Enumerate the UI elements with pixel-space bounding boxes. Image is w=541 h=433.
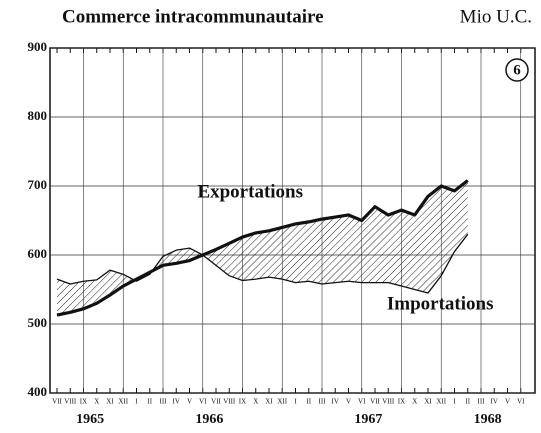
x-tick-label: V <box>187 398 192 406</box>
x-tick-label: V <box>346 398 351 406</box>
x-tick-label: VI <box>199 398 207 406</box>
x-tick-label: III <box>319 398 327 406</box>
x-tick-label: XI <box>424 398 432 406</box>
x-tick-label: VIII <box>382 398 395 406</box>
x-tick-label: IV <box>173 398 180 406</box>
badge-circle <box>505 58 529 82</box>
badge: 6 <box>513 62 521 78</box>
x-tick-label: X <box>94 398 99 406</box>
x-tick-label: I <box>453 398 456 406</box>
year-label: 1968 <box>474 412 502 427</box>
x-tick-label: IV <box>491 398 498 406</box>
x-tick-label: III <box>478 398 486 406</box>
series-label: Importations <box>387 294 494 315</box>
x-tick-label: I <box>294 398 297 406</box>
x-tick-label: II <box>465 398 470 406</box>
year-label: 1965 <box>76 412 104 427</box>
chart-title: Commerce intracommunautaire <box>62 6 324 27</box>
y-tick-label: 500 <box>28 315 48 330</box>
year-label: 1966 <box>195 412 223 427</box>
x-tick-label: X <box>412 398 417 406</box>
series-line <box>56 179 469 317</box>
x-tick-label: XII <box>436 398 446 406</box>
hatch-area <box>57 180 468 316</box>
x-tick-label: II <box>147 398 152 406</box>
year-label: 1967 <box>354 412 382 427</box>
x-tick-label: IV <box>332 398 339 406</box>
series-label: Exportations <box>197 181 303 202</box>
x-tick-label: IX <box>398 398 405 406</box>
x-tick-label: VIII <box>64 398 77 406</box>
y-tick-label: 900 <box>28 39 48 54</box>
unit-label: Mio U.C. <box>460 6 532 27</box>
x-tick-label: VI <box>517 398 525 406</box>
x-tick-label: II <box>306 398 311 406</box>
x-tick-label: VII <box>52 398 62 406</box>
x-tick-label: IX <box>239 398 246 406</box>
y-tick-label: 800 <box>28 108 48 123</box>
x-tick-label: IX <box>80 398 87 406</box>
x-tick-label: I <box>135 398 138 406</box>
x-tick-label: VI <box>358 398 366 406</box>
y-tick-label: 600 <box>28 246 48 261</box>
x-tick-label: VII <box>370 398 380 406</box>
x-tick-label: X <box>253 398 258 406</box>
x-tick-label: XI <box>265 398 273 406</box>
y-tick-label: 700 <box>28 177 48 192</box>
x-tick-label: VII <box>211 398 221 406</box>
series-line <box>56 233 469 294</box>
x-tick-label: III <box>160 398 168 406</box>
y-tick-label: 400 <box>28 384 48 399</box>
x-tick-label: XII <box>277 398 287 406</box>
x-tick-label: XII <box>118 398 128 406</box>
x-tick-label: V <box>505 398 510 406</box>
x-tick-label: VIII <box>223 398 236 406</box>
x-tick-label: XI <box>106 398 114 406</box>
